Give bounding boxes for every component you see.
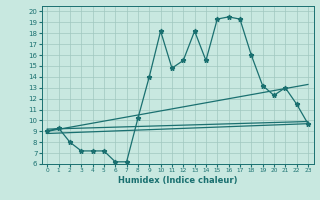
X-axis label: Humidex (Indice chaleur): Humidex (Indice chaleur) [118,176,237,185]
